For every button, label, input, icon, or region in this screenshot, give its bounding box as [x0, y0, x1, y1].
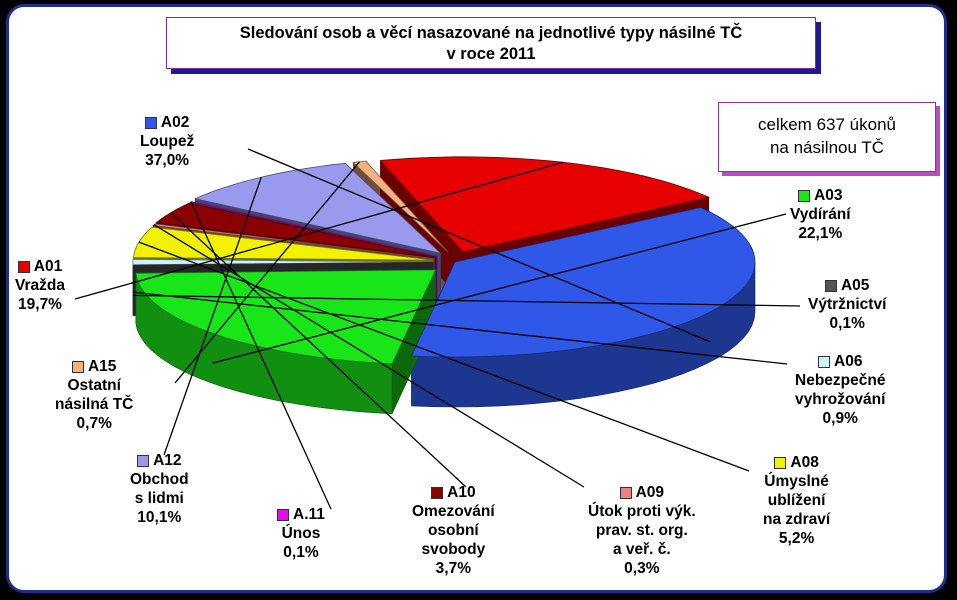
label-a01-swatch — [17, 260, 30, 273]
label-a02-line-2: 37,0% — [145, 152, 190, 169]
label-a05-code: A05 — [840, 277, 870, 294]
slice-a06 — [132, 258, 434, 266]
label-a02-swatch — [144, 116, 157, 129]
label-a05-line-2: 0,1% — [829, 315, 865, 332]
label-a08-swatch — [774, 456, 787, 469]
chart-title-box: Sledování osob a věcí nasazované na jedn… — [166, 17, 816, 69]
label-a09-code: A09 — [635, 484, 665, 501]
chart-title-line-1: Sledování osob a věcí nasazované na jedn… — [239, 24, 743, 42]
label-a09: A09 Útok proti výk. prav. st. org. a veř. č… — [588, 483, 696, 578]
label-a09-leader — [153, 224, 585, 488]
label-a15-leader — [174, 161, 360, 384]
label-a05: A05 Výtržnictví 0,1% — [808, 276, 886, 333]
slice-a05 — [132, 261, 434, 267]
total-annotation-box: celkem 637 úkonů na násilnou TČ — [718, 102, 936, 172]
label-a02-line-1: Loupež — [140, 133, 195, 150]
label-a12-code: A12 — [153, 452, 182, 469]
chart-title-line-2: v roce 2011 — [446, 45, 536, 63]
label-a03-swatch — [798, 189, 811, 202]
label-a-11-line-1: Únos — [281, 525, 321, 542]
label-a09-line-3: a veř. č. — [612, 541, 671, 558]
label-a09-line-0: A09 — [588, 483, 696, 502]
label-a12-line-3: 10,1% — [137, 509, 182, 526]
label-a09-line-1: Útok proti výk. — [588, 503, 696, 520]
label-a10-line-3: svobody — [421, 541, 486, 558]
label-a02: A02 Loupež 37,0% — [140, 113, 194, 170]
label-a03-line-2: 22,1% — [798, 225, 843, 242]
label-a09-line-2: prav. st. org. — [595, 522, 688, 539]
label-a08-code: A08 — [790, 454, 819, 471]
label-a15: A15 Ostatní násilná TČ 0,7% — [55, 357, 133, 433]
label-a05-leader — [133, 294, 801, 307]
label-a10-code: A10 — [447, 484, 476, 501]
label-a10-line-1: Omezování — [412, 503, 495, 520]
label-a02-leader — [247, 148, 711, 343]
leader-lines — [74, 148, 801, 510]
label-a10-line-4: 3,7% — [435, 560, 472, 577]
label-a15-code: A15 — [87, 358, 117, 375]
label-a12: A12 Obchod s lidmi 10,1% — [130, 451, 189, 527]
label-a09-swatch — [619, 486, 632, 499]
label-a-11-swatch — [277, 508, 289, 521]
label-a03-line-0: A03 — [790, 186, 851, 205]
label-a08-leader — [138, 241, 750, 472]
label-a02-code: A02 — [160, 114, 190, 131]
label-a12-leader — [163, 176, 262, 456]
slice-a03 — [135, 269, 437, 365]
label-a01-line-1: Vražda — [15, 277, 65, 294]
label-a15-line-3: 0,7% — [76, 415, 112, 432]
label-a06-leader — [132, 291, 788, 365]
label-a06-line-0: A06 — [795, 352, 885, 371]
label-a01-line-0: A01 — [15, 257, 65, 276]
label-a03: A03 Vydírání 22,1% — [790, 186, 851, 243]
label-a15-line-0: A15 — [55, 357, 133, 376]
label-a06-line-2: vyhrožování — [795, 391, 886, 408]
label-a06-line-3: 0,9% — [822, 410, 858, 427]
label-a-11: A.11 Únos 0,1% — [277, 505, 325, 562]
label-a12-line-2: s lidmi — [134, 490, 184, 507]
slice-a12 — [193, 162, 443, 255]
label-a08-line-1: Úmyslné — [764, 473, 829, 490]
label-a-11-leader — [190, 201, 332, 510]
label-a06-code: A06 — [834, 353, 863, 370]
label-a06-swatch — [818, 355, 830, 368]
label-a08: A08 Úmyslné ublížení na zdraví 5,2% — [763, 453, 830, 548]
label-a10-line-0: A10 — [412, 483, 495, 502]
label-a-11-line-2: 0,1% — [283, 544, 319, 561]
label-a12-line-1: Obchod — [130, 471, 189, 488]
label-a12-swatch — [137, 454, 150, 467]
label-a03-code: A03 — [814, 187, 843, 204]
label-a08-line-0: A08 — [763, 453, 830, 472]
label-a03-line-1: Vydírání — [790, 206, 851, 223]
label-a15-line-1: Ostatní — [67, 377, 121, 394]
total-annotation-line-2: na násilnou TČ — [769, 138, 885, 157]
label-a15-line-2: násilná TČ — [55, 396, 134, 413]
label-a06: A06 Nebezpečné vyhrožování 0,9% — [795, 352, 885, 428]
label-a08-line-3: na zdraví — [763, 511, 831, 528]
label-a10: A10 Omezování osobní svobody 3,7% — [412, 483, 495, 578]
label-a10-line-2: osobní — [427, 522, 479, 539]
label-a08-line-2: ublížení — [767, 492, 826, 509]
label-a12-line-0: A12 — [130, 451, 189, 470]
label-a05-line-0: A05 — [808, 276, 886, 295]
label-a-11-line-0: A.11 — [277, 505, 325, 524]
label-a05-line-1: Výtržnictví — [808, 296, 887, 313]
label-a01: A01 Vražda 19,7% — [15, 257, 65, 314]
label-a10-swatch — [431, 486, 444, 499]
label-a15-swatch — [71, 360, 84, 373]
label-a01-leader — [74, 161, 564, 300]
total-annotation-line-1: celkem 637 úkonů — [758, 115, 896, 134]
label-a01-line-2: 19,7% — [18, 296, 62, 313]
label-a-11-code: A.11 — [293, 506, 325, 523]
label-a05-swatch — [824, 279, 837, 292]
label-a02-line-0: A02 — [140, 113, 194, 132]
label-a03-leader — [212, 213, 787, 364]
label-a08-line-4: 5,2% — [778, 530, 815, 547]
label-a09-line-4: 0,3% — [624, 560, 660, 577]
label-a06-line-1: Nebezpečné — [795, 372, 886, 389]
label-a01-code: A01 — [33, 258, 63, 275]
